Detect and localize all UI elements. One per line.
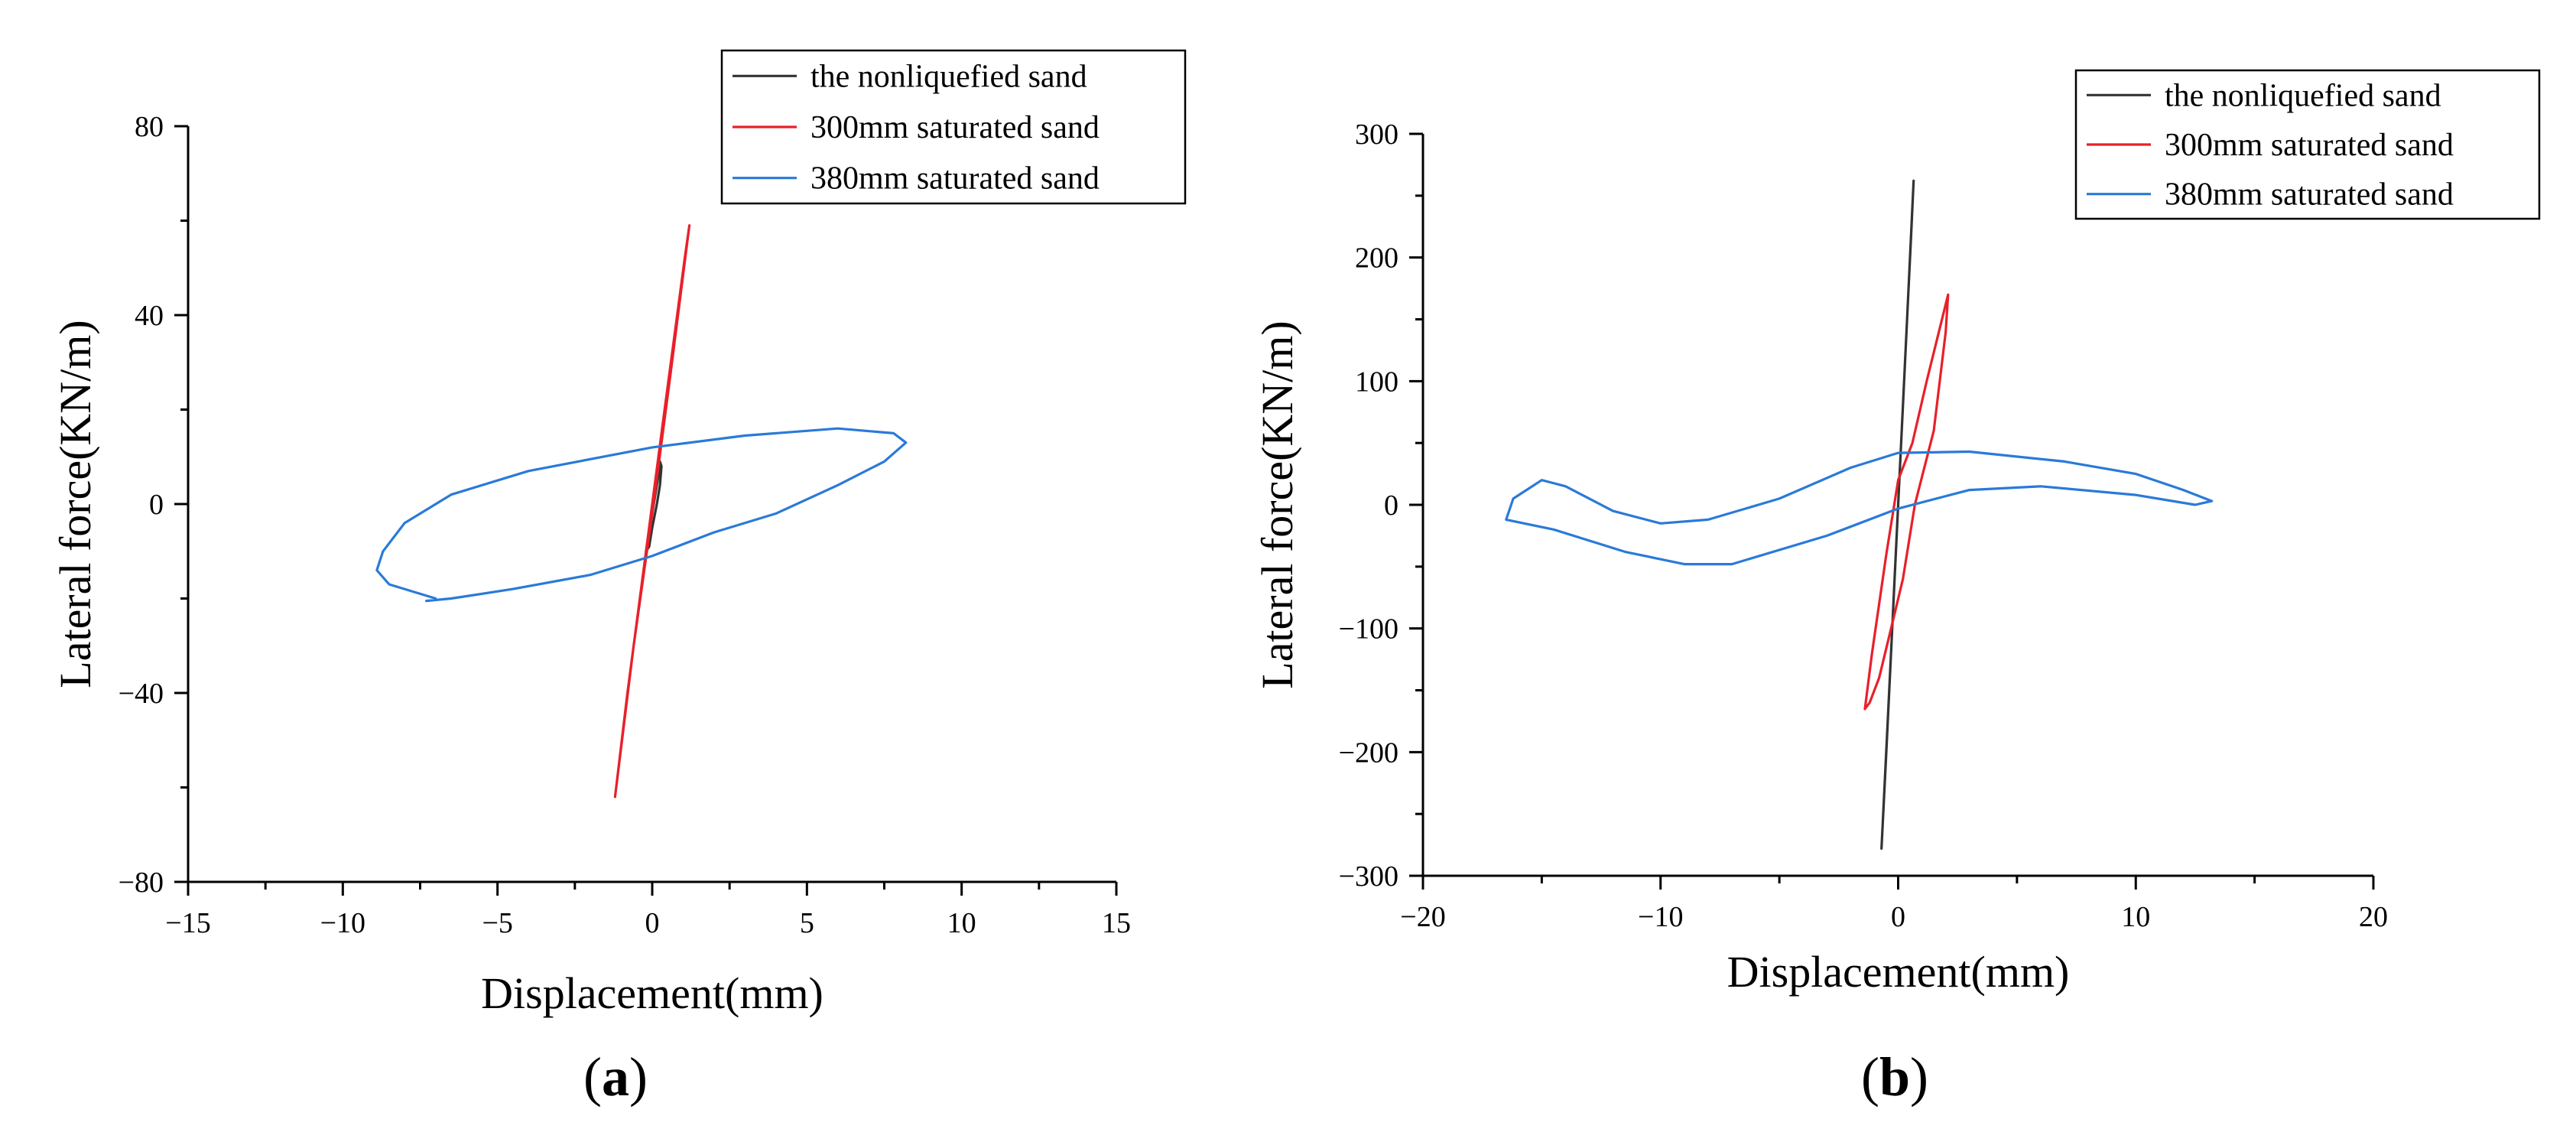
x-tick-label: 0 bbox=[1891, 901, 1905, 933]
x-tick-label: −10 bbox=[1638, 901, 1683, 933]
legend-label-1: the nonliquefied sand bbox=[810, 59, 1087, 94]
y-tick-label: −300 bbox=[1339, 860, 1398, 893]
legend-label-3: 380mm saturated sand bbox=[810, 161, 1100, 197]
y-tick-label: 80 bbox=[135, 111, 164, 143]
y-tick-label: 0 bbox=[149, 489, 164, 521]
legend-label-2: 300mm saturated sand bbox=[2165, 128, 2454, 163]
y-axis-title: Lateral force(KN/m) bbox=[1252, 320, 1302, 688]
y-axis-title: Lateral force(KN/m) bbox=[50, 320, 100, 688]
x-tick-label: −5 bbox=[482, 907, 512, 939]
series-line-1 bbox=[1880, 179, 1915, 850]
panel-label: (a) bbox=[583, 1046, 648, 1108]
legend-box bbox=[2074, 69, 2541, 220]
legend-label-3: 380mm saturated sand bbox=[2165, 177, 2454, 213]
x-tick-label: 15 bbox=[1102, 907, 1131, 939]
series-line-3 bbox=[375, 427, 908, 603]
x-tick-label: 20 bbox=[2359, 901, 2388, 933]
x-tick-label: 0 bbox=[645, 907, 660, 939]
panel-b: −20 −10 0 10 20−300−200−1000100200300Displac… bbox=[1252, 69, 2541, 1108]
y-tick-label: −40 bbox=[119, 678, 164, 710]
panel-a: −15 −10 −5 0 5 10 15 −80 −40 0 40 80 Displacement(mm… bbox=[50, 49, 1187, 1108]
x-axis-title: Displacement(mm) bbox=[481, 968, 823, 1018]
y-tick-label: −80 bbox=[119, 867, 164, 899]
x-tick-label: 5 bbox=[800, 907, 814, 939]
y-tick-label: 200 bbox=[1355, 242, 1398, 275]
legend-label-1: the nonliquefied sand bbox=[2165, 78, 2441, 113]
y-tick-label: −100 bbox=[1339, 613, 1398, 646]
panel-label: (b) bbox=[1861, 1046, 1928, 1108]
legend: the nonliquefied sand 300mm saturated san… bbox=[720, 49, 1187, 205]
y-tick-label: 40 bbox=[135, 300, 164, 332]
x-axis-title: Displacement(mm) bbox=[1727, 947, 2070, 997]
x-tick-label: 10 bbox=[2121, 901, 2150, 933]
series-line-2 bbox=[613, 224, 691, 799]
legend: the nonliquefied sand 300mm saturated san… bbox=[2074, 69, 2541, 220]
legend-label-2: 300mm saturated sand bbox=[810, 110, 1100, 145]
y-tick-label: 300 bbox=[1355, 119, 1398, 151]
x-tick-label: −20 bbox=[1400, 901, 1445, 933]
y-tick-label: 100 bbox=[1355, 366, 1398, 398]
y-tick-label: −200 bbox=[1339, 737, 1398, 769]
series-line-3 bbox=[1505, 450, 2214, 566]
x-tick-label: −15 bbox=[165, 907, 210, 939]
legend-box bbox=[720, 49, 1187, 205]
series-line-2 bbox=[1863, 293, 1950, 711]
x-tick-label: −10 bbox=[320, 907, 365, 939]
y-tick-label: 0 bbox=[1384, 490, 1398, 522]
x-tick-label: 10 bbox=[947, 907, 976, 939]
